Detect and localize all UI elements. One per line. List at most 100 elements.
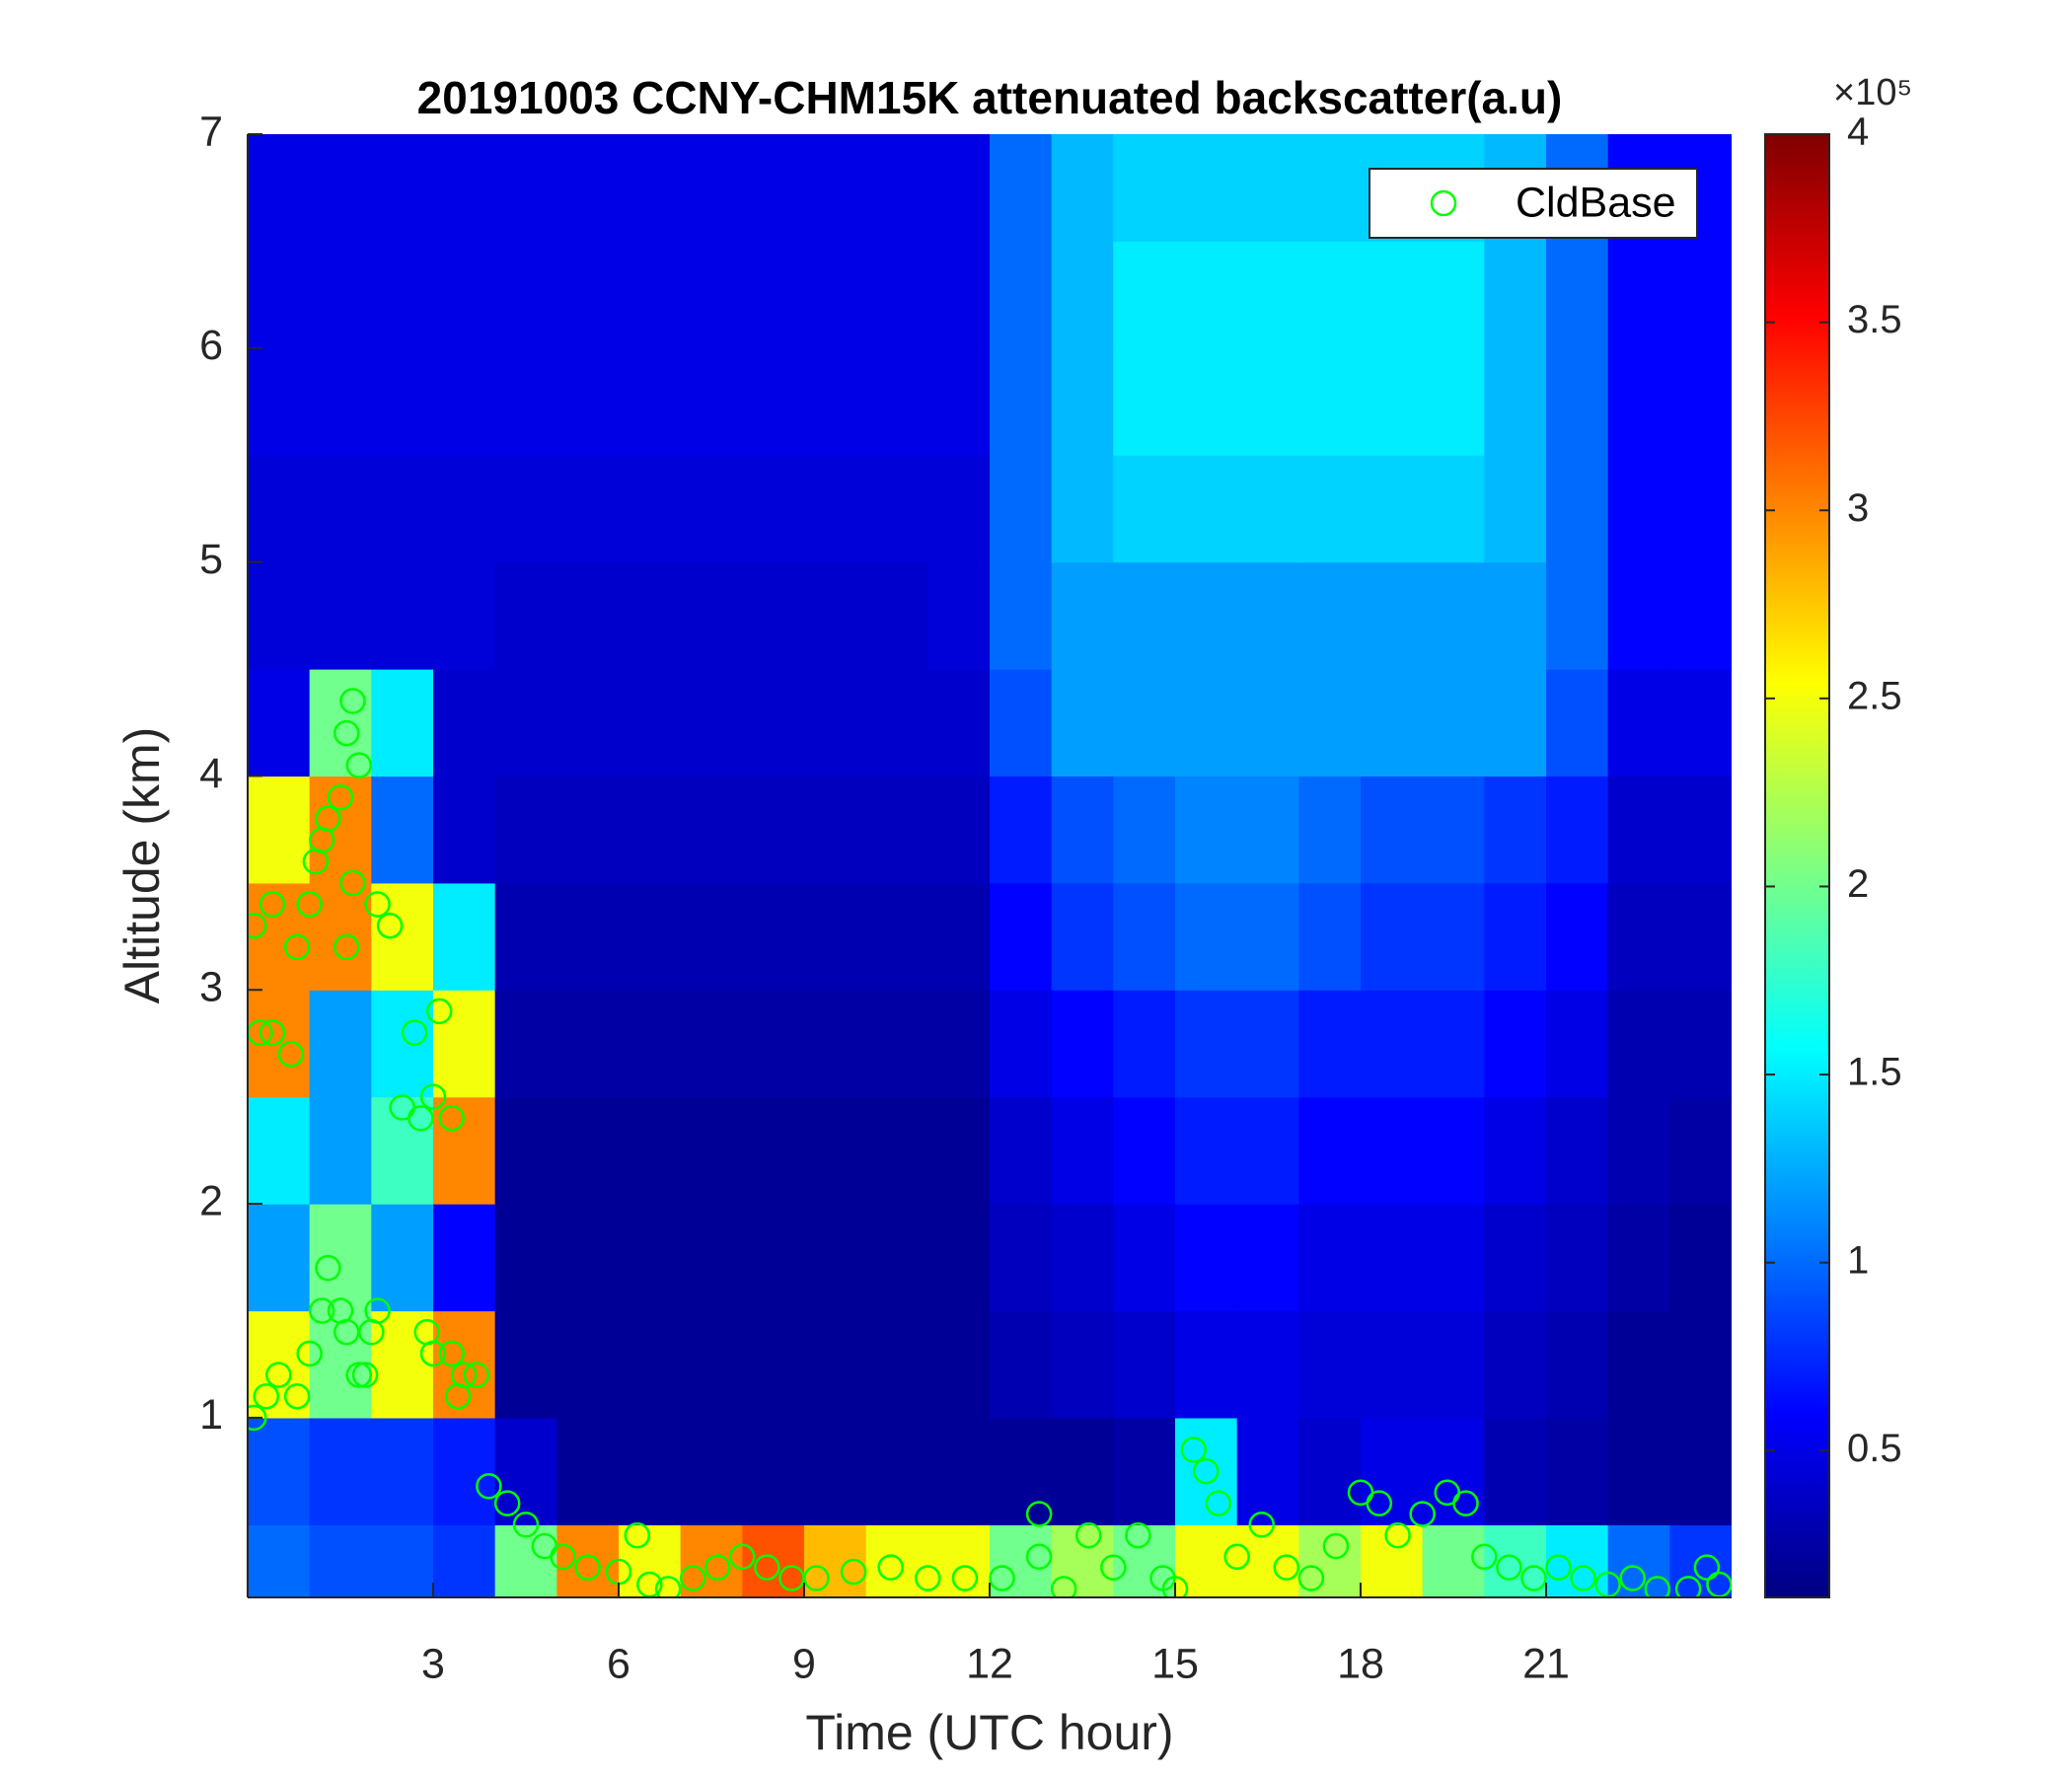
heatmap-cell: [865, 241, 928, 349]
heatmap-cell: [248, 561, 311, 670]
heatmap-cell: [433, 455, 496, 563]
heatmap-cell: [990, 1096, 1053, 1205]
cloud-base-point: [333, 933, 360, 961]
heatmap-cell: [1607, 776, 1670, 884]
cloud-base-point: [1050, 1576, 1077, 1597]
heatmap-cell: [1422, 669, 1485, 777]
colorbar-tick-label: 2: [1847, 862, 1869, 906]
heatmap-cell: [742, 134, 805, 243]
heatmap-cell: [1298, 669, 1362, 777]
heatmap-cell: [1051, 1310, 1114, 1419]
heatmap-cell: [494, 1096, 557, 1205]
cloud-base-point: [277, 1041, 305, 1068]
heatmap-cell: [248, 1524, 311, 1597]
x-tick-label: 6: [607, 1640, 630, 1687]
heatmap-cell: [804, 669, 867, 777]
heatmap-cell: [990, 561, 1053, 670]
heatmap-cell: [804, 1096, 867, 1205]
colorbar-tick-label: 4: [1847, 111, 1869, 154]
heatmap-cell: [1484, 1524, 1547, 1597]
heatmap-cell: [1546, 1417, 1609, 1525]
heatmap-cell: [1607, 455, 1670, 563]
heatmap: [248, 134, 1732, 1597]
heatmap-cell: [1236, 1096, 1299, 1205]
heatmap-cell: [556, 455, 620, 563]
heatmap-cell: [990, 1524, 1053, 1597]
heatmap-cell: [619, 669, 682, 777]
x-tick-label: 12: [966, 1640, 1013, 1687]
colorbar-tick-label: 0.5: [1847, 1427, 1902, 1470]
cloud-base-point: [1075, 1521, 1102, 1549]
colorbar-tick-label: 3: [1847, 486, 1869, 530]
cloud-base-point: [315, 805, 341, 833]
x-axis-label: Time (UTC hour): [805, 1705, 1173, 1760]
heatmap-cell: [248, 1204, 311, 1312]
heatmap-cell: [1484, 882, 1547, 991]
heatmap-cell: [556, 1204, 620, 1312]
heatmap-cell: [680, 1204, 743, 1312]
heatmap-cell: [1051, 882, 1114, 991]
heatmap-cell: [494, 241, 557, 349]
colorbar-exponent: ×10⁵: [1833, 72, 1912, 113]
cloud-base-point: [550, 1543, 576, 1571]
cloud-base-point: [624, 1521, 651, 1549]
heatmap-cell: [494, 1204, 557, 1312]
heatmap-cell: [804, 241, 867, 349]
heatmap-cell: [556, 669, 620, 777]
heatmap-cell: [1361, 455, 1424, 563]
heatmap-cell: [1113, 1417, 1176, 1525]
cloud-base-point: [265, 1362, 292, 1388]
heatmap-cell: [865, 134, 928, 243]
heatmap-cell: [1175, 990, 1238, 1098]
heatmap-cell: [804, 561, 867, 670]
heatmap-cell: [1298, 134, 1362, 243]
heatmap-cell: [680, 455, 743, 563]
heatmap-cell: [1607, 1204, 1670, 1312]
heatmap-cell: [680, 990, 743, 1098]
y-tick-label: 5: [199, 536, 223, 583]
heatmap-cell: [865, 347, 928, 456]
heatmap-cell: [865, 1310, 928, 1419]
heatmap-cell: [1298, 1096, 1362, 1205]
heatmap-cell: [927, 990, 991, 1098]
heatmap-cell: [1361, 347, 1424, 456]
cloud-base-point: [1025, 1543, 1053, 1571]
heatmap-cell: [1546, 1204, 1609, 1312]
heatmap-cell: [248, 1310, 311, 1419]
cloud-base-point: [1674, 1576, 1702, 1597]
heatmap-cell: [927, 882, 991, 991]
heatmap-cell: [309, 134, 372, 243]
cloud-base-point: [840, 1558, 867, 1586]
heatmap-cell: [1236, 347, 1299, 456]
heatmap-cell: [619, 1096, 682, 1205]
heatmap-cell: [1051, 776, 1114, 884]
cloud-base-point: [679, 1565, 706, 1591]
heatmap-cell: [1607, 990, 1670, 1098]
cloud-base-point: [1570, 1565, 1596, 1591]
heatmap-cell: [1175, 1524, 1238, 1597]
heatmap-cell: [494, 776, 557, 884]
heatmap-cell: [927, 455, 991, 563]
heatmap-cell: [927, 134, 991, 243]
cloud-base-point: [419, 1340, 447, 1368]
heatmap-cell: [680, 1096, 743, 1205]
cloud-base-point: [1248, 1512, 1275, 1538]
heatmap-cell: [1546, 990, 1609, 1098]
y-tick-label: 4: [199, 750, 223, 797]
heatmap-cell: [1361, 882, 1424, 991]
heatmap-cell: [1051, 990, 1114, 1098]
heatmap-cell: [371, 134, 434, 243]
heatmap-cell: [1669, 347, 1732, 456]
heatmap-cell: [309, 1417, 372, 1525]
heatmap-cell: [556, 1417, 620, 1525]
heatmap-cell: [990, 882, 1053, 991]
heatmap-cell: [371, 561, 434, 670]
heatmap-cell: [619, 990, 682, 1098]
heatmap-cell: [309, 776, 372, 884]
heatmap-cell: [619, 241, 682, 349]
heatmap-cell: [804, 455, 867, 563]
heatmap-cell: [371, 455, 434, 563]
heatmap-cell: [742, 776, 805, 884]
heatmap-cell: [1175, 455, 1238, 563]
heatmap-cell: [556, 1096, 620, 1205]
